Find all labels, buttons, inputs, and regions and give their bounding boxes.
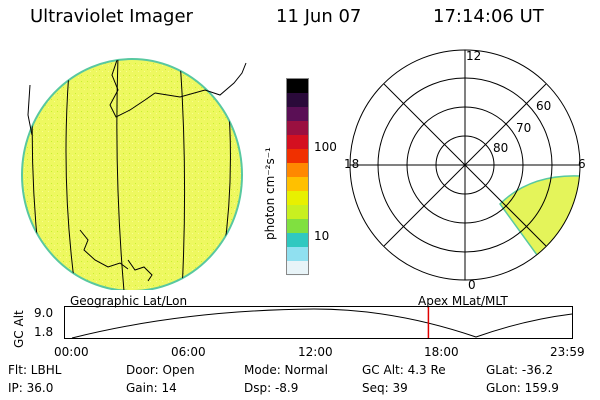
altitude-timeline <box>64 306 573 339</box>
altitude-tick-top: 9.0 <box>34 306 54 320</box>
colorbar-swatch <box>287 79 308 94</box>
time-label: 17:14:06 UT <box>433 6 544 27</box>
auroral-region <box>499 175 580 280</box>
colorbar-swatch <box>287 135 308 150</box>
colorbar-swatch <box>287 163 308 178</box>
altitude-axis-label: GC Alt <box>12 310 26 348</box>
meridian-line <box>65 59 76 288</box>
ip-status: IP: 36.0 <box>8 381 54 395</box>
gain-status: Gain: 14 <box>126 381 177 395</box>
colorbar-swatch <box>287 261 308 276</box>
colorbar-swatch <box>287 121 308 136</box>
mlat-label-60: 60 <box>536 99 551 113</box>
coastline <box>109 59 156 118</box>
date-label: 11 Jun 07 <box>276 6 362 27</box>
time-tick-0600: 06:00 <box>171 345 206 359</box>
colorbar-tick-100: 100 <box>314 140 337 154</box>
geographic-label: Geographic Lat/Lon <box>70 294 188 308</box>
meridian-line <box>116 59 125 290</box>
time-tick-1800: 18:00 <box>424 345 459 359</box>
time-tick-2359: 23:59 <box>550 345 585 359</box>
earth-disk <box>21 58 243 290</box>
mlt-axis <box>383 83 547 247</box>
colorbar-swatch <box>287 233 308 248</box>
colorbar-swatch <box>287 93 308 108</box>
time-tick-0000: 00:00 <box>54 345 89 359</box>
meridian-line <box>179 59 186 290</box>
glon-status: GLon: 159.9 <box>486 381 559 395</box>
dsp-status: Dsp: -8.9 <box>244 381 299 395</box>
mlt-label-12: 12 <box>466 49 481 63</box>
mlt-label-0: 0 <box>468 278 476 292</box>
mode-status: Mode: Normal <box>244 363 328 377</box>
polar-plot: 12 18 6 0 60 70 80 <box>344 49 586 292</box>
filter-status: Flt: LBHL <box>8 363 62 377</box>
colorbar-swatch <box>287 191 308 206</box>
gc-alt-status: GC Alt: 4.3 Re <box>362 363 446 377</box>
colorbar-swatch <box>287 205 308 220</box>
colorbar-swatch <box>287 177 308 192</box>
mlat-label-70: 70 <box>516 121 531 135</box>
door-status: Door: Open <box>126 363 195 377</box>
colorbar-unit-label: photon cm⁻²s⁻¹ <box>263 147 277 240</box>
colorbar-tick-10: 10 <box>314 229 330 243</box>
coastline <box>79 229 129 270</box>
altitude-curve <box>71 308 573 339</box>
mlt-label-6: 6 <box>578 157 586 171</box>
mlt-label-18: 18 <box>344 157 359 171</box>
coastline <box>127 259 153 282</box>
colorbar-swatch <box>287 247 308 262</box>
color-bar <box>286 78 309 276</box>
colorbar-swatch <box>287 149 308 164</box>
seq-status: Seq: 39 <box>362 381 408 395</box>
mlat-label-80: 80 <box>493 141 508 155</box>
altitude-tick-bottom: 1.8 <box>34 325 54 339</box>
coastline <box>27 84 33 136</box>
apex-label: Apex MLat/MLT <box>418 294 508 308</box>
coastline <box>154 62 247 98</box>
colorbar-swatch <box>287 107 308 122</box>
instrument-title: Ultraviolet Imager <box>30 6 193 27</box>
glat-status: GLat: -36.2 <box>486 363 553 377</box>
colorbar-swatch <box>287 219 308 234</box>
earth-image-panel <box>21 58 247 290</box>
time-tick-1200: 12:00 <box>298 345 333 359</box>
